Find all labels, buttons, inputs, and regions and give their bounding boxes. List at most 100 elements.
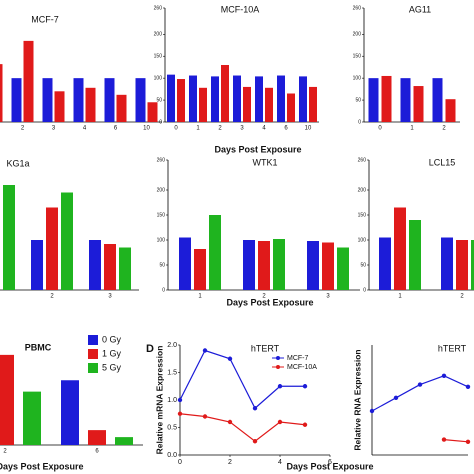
bar	[147, 102, 158, 122]
bar	[23, 391, 41, 445]
chart-title: hTERT	[251, 343, 280, 353]
chart-title: LCL15	[429, 157, 456, 167]
point	[369, 408, 375, 414]
point	[227, 356, 233, 361]
bar	[3, 185, 15, 290]
bar	[394, 207, 406, 290]
x-tick-label: 0	[178, 459, 182, 466]
y-tick-label: 200	[353, 32, 362, 38]
point	[177, 397, 183, 403]
legend-label: MCF-7	[287, 355, 308, 362]
y-tick-label: 150	[157, 212, 166, 218]
bar	[54, 91, 65, 122]
bar	[31, 240, 43, 290]
x-tick-label: 1	[198, 294, 202, 300]
y-tick-label: 100	[358, 237, 367, 243]
bar	[445, 99, 456, 122]
y-tick-label: 260	[157, 157, 166, 163]
y-tick-label: 2.0	[167, 342, 177, 349]
bar	[277, 75, 285, 122]
x-tick-label: 2	[442, 126, 446, 132]
bar	[409, 220, 421, 290]
point	[277, 384, 283, 389]
bar	[189, 75, 197, 122]
bar	[309, 86, 317, 122]
bar	[0, 64, 3, 122]
y-tick-label: 200	[358, 187, 367, 193]
point	[393, 395, 399, 400]
x-tick-label: 2	[50, 294, 54, 300]
x-tick-label: 1	[410, 126, 414, 132]
bar	[441, 237, 453, 290]
bar	[177, 79, 185, 122]
bar	[61, 192, 73, 290]
y-tick-label: 200	[154, 32, 163, 38]
bar	[85, 87, 96, 122]
bar	[115, 437, 133, 445]
legend-label: MCF-10A	[287, 364, 317, 371]
y-tick-label: 100	[154, 75, 163, 81]
x-tick-label: 10	[143, 126, 150, 132]
x-tick-label: 3	[240, 126, 244, 132]
bar	[379, 237, 391, 290]
bar	[211, 76, 219, 122]
bar	[221, 65, 229, 122]
bar	[104, 244, 116, 290]
point	[252, 439, 258, 444]
bar	[11, 78, 22, 122]
y-tick-label: 260	[353, 5, 362, 11]
point	[252, 406, 258, 411]
bar	[307, 241, 319, 290]
bar	[299, 76, 307, 122]
x-axis-label: Days Post Exposure	[286, 461, 373, 471]
y-tick-label: 260	[154, 5, 163, 11]
bar	[243, 240, 255, 290]
series-line	[179, 349, 305, 410]
bar	[167, 74, 175, 122]
bar	[233, 75, 241, 122]
legend-label: 5 Gy	[102, 362, 122, 372]
y-tick-label: 1.0	[167, 397, 177, 404]
x-axis-label: Days Post Exposure	[226, 297, 313, 307]
point	[302, 384, 308, 389]
y-tick-label: 100	[353, 75, 362, 81]
bar	[179, 237, 191, 290]
y-tick-label: 0	[358, 119, 361, 125]
bar	[243, 86, 251, 122]
point	[227, 419, 233, 425]
x-tick-label: 3	[108, 294, 112, 300]
series-line	[179, 413, 306, 443]
bar	[432, 78, 443, 122]
point	[202, 348, 208, 353]
y-tick-label: 100	[157, 237, 166, 243]
chart-title: AG11	[409, 4, 431, 14]
x-axis-label: Days Post Exposure	[214, 144, 301, 154]
legend-label: 1 Gy	[102, 348, 122, 358]
bar	[23, 40, 34, 123]
y-axis-label: Relative mRNA Expression	[154, 346, 164, 455]
chart-title: PBMC	[25, 342, 52, 352]
y-tick-label: 0	[159, 119, 162, 125]
series-line	[443, 439, 469, 443]
x-tick-label: 4	[278, 459, 282, 466]
bar	[116, 94, 127, 122]
bar	[258, 241, 270, 290]
x-tick-label: 2	[218, 126, 222, 132]
y-tick-label: 0.0	[167, 452, 177, 459]
bar	[194, 249, 206, 290]
bar	[456, 240, 468, 290]
y-tick-label: 1.5	[167, 369, 177, 376]
point	[465, 384, 471, 389]
x-tick-label: 6	[328, 459, 332, 466]
bar	[209, 215, 221, 290]
x-tick-label: 1	[398, 294, 402, 300]
y-tick-label: 260	[358, 157, 367, 163]
bar	[42, 78, 53, 122]
panel-label: D	[146, 343, 154, 355]
y-tick-label: 150	[358, 212, 367, 218]
bar	[46, 207, 58, 290]
bar	[273, 239, 285, 290]
y-tick-label: 50	[360, 262, 366, 268]
legend-marker	[276, 365, 280, 369]
bar	[104, 78, 115, 122]
